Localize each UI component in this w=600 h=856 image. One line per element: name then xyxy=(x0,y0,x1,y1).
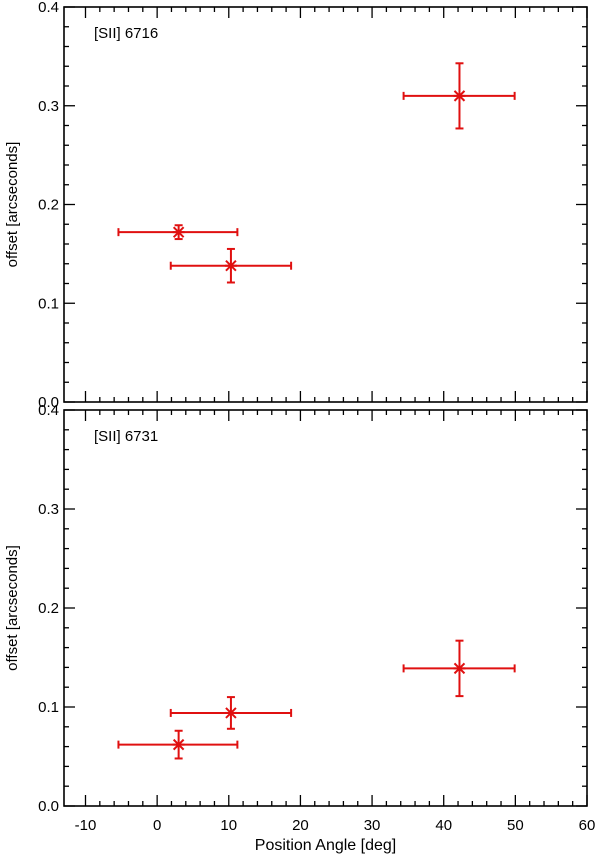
x-tick-label: 10 xyxy=(220,817,237,834)
y-tick-label: 0.4 xyxy=(38,402,59,419)
y-tick-labels: 0.0 0.1 0.2 0.3 0.4 xyxy=(38,402,59,815)
y-tick-label: 0.3 xyxy=(38,501,59,518)
x-tick-label: 40 xyxy=(435,817,452,834)
x-tick-label: 20 xyxy=(292,817,309,834)
y-tick-label: 0.0 xyxy=(38,394,59,411)
data-point xyxy=(402,62,516,130)
data-point xyxy=(402,639,516,698)
y-tick-label: 0.0 xyxy=(38,798,59,815)
data-points xyxy=(117,62,516,284)
y-axis-label: offset [arcseconds] xyxy=(4,142,21,268)
y-tick-label: 0.1 xyxy=(38,295,59,312)
y-axis-label: offset [arcseconds] xyxy=(4,545,21,671)
x-tick-labels: -10 0 10 20 30 40 50 60 xyxy=(75,817,596,834)
axis-ticks xyxy=(64,409,588,807)
panel-label: [SII] 6716 xyxy=(94,25,158,42)
data-point xyxy=(169,247,293,284)
plot-frame xyxy=(63,409,588,807)
data-points xyxy=(117,639,516,760)
plot-frame xyxy=(63,6,588,403)
panel-sii-6716: [SII] 6716 offset [arcseconds] 0.0 0.1 0.2… xyxy=(4,0,588,411)
x-tick-label: 30 xyxy=(364,817,381,834)
y-tick-label: 0.2 xyxy=(38,600,59,617)
panel-sii-6731: [SII] 6731 offset [arcseconds] 0.0 0.1 0.2… xyxy=(4,402,595,834)
data-point xyxy=(117,224,239,241)
axis-ticks xyxy=(64,6,588,403)
y-tick-label: 0.4 xyxy=(38,0,59,16)
y-tick-labels: 0.0 0.1 0.2 0.3 0.4 xyxy=(38,0,59,411)
x-tick-label: 50 xyxy=(507,817,524,834)
x-tick-label: -10 xyxy=(75,817,97,834)
y-tick-label: 0.3 xyxy=(38,98,59,115)
panel-label: [SII] 6731 xyxy=(94,428,158,445)
x-axis-label: Position Angle [deg] xyxy=(255,837,396,854)
y-tick-label: 0.2 xyxy=(38,197,59,214)
y-tick-label: 0.1 xyxy=(38,699,59,716)
data-point xyxy=(169,696,293,730)
data-point xyxy=(117,729,239,760)
x-tick-label: 0 xyxy=(153,817,161,834)
x-tick-label: 60 xyxy=(579,817,596,834)
